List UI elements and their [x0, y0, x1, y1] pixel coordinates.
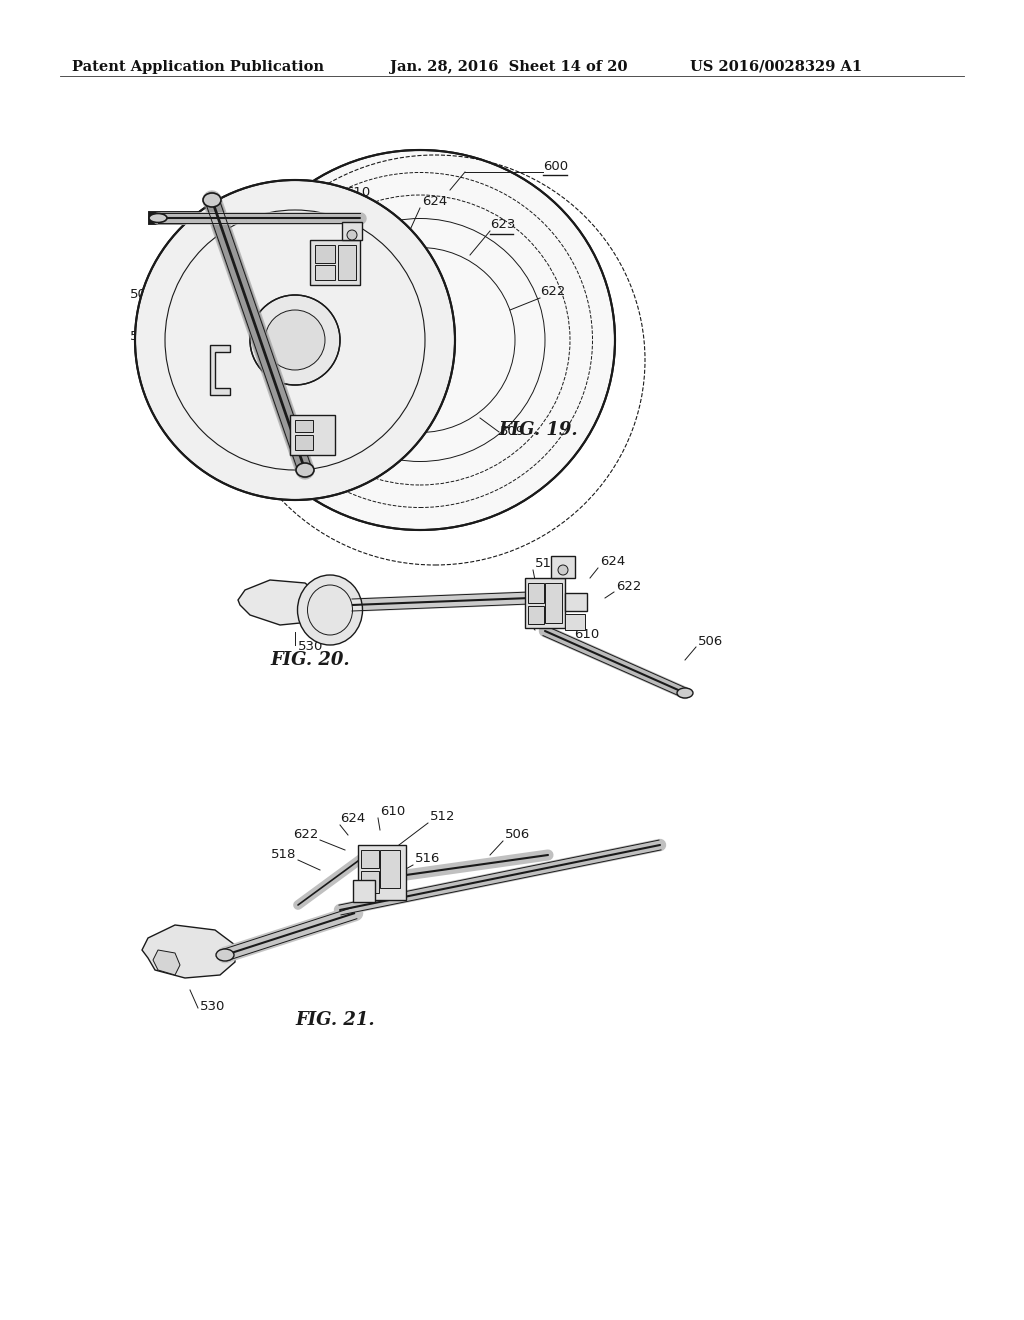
Ellipse shape [203, 193, 221, 207]
Text: 504: 504 [268, 186, 293, 198]
Bar [528, 606, 544, 624]
Text: FIG. 20.: FIG. 20. [270, 651, 349, 669]
Polygon shape [238, 579, 325, 624]
Text: 610: 610 [380, 805, 406, 818]
Text: 508: 508 [130, 330, 155, 343]
Circle shape [265, 310, 325, 370]
Text: 512: 512 [430, 810, 456, 822]
Text: FIG. 21.: FIG. 21. [295, 1011, 375, 1030]
Ellipse shape [225, 150, 615, 531]
Bar [295, 420, 313, 432]
Text: 624: 624 [600, 554, 626, 568]
Text: 600: 600 [543, 160, 568, 173]
Text: 622: 622 [540, 285, 565, 298]
Text: 512: 512 [535, 557, 560, 570]
Bar [525, 578, 565, 628]
Text: 518: 518 [270, 847, 296, 861]
Ellipse shape [150, 214, 167, 223]
Text: 520: 520 [373, 873, 398, 884]
Ellipse shape [296, 463, 314, 477]
Text: 506: 506 [130, 288, 155, 301]
Text: US 2016/0028329 A1: US 2016/0028329 A1 [690, 59, 862, 74]
Bar [295, 436, 313, 450]
Polygon shape [153, 950, 180, 975]
Ellipse shape [298, 576, 362, 645]
Bar [528, 583, 544, 603]
Polygon shape [210, 345, 230, 395]
Text: FIG. 19.: FIG. 19. [498, 421, 578, 440]
Bar [342, 222, 362, 240]
Text: Jan. 28, 2016  Sheet 14 of 20: Jan. 28, 2016 Sheet 14 of 20 [390, 59, 628, 74]
Text: 509: 509 [500, 425, 525, 438]
Text: 506: 506 [505, 828, 530, 841]
Circle shape [135, 180, 455, 500]
Bar [565, 614, 585, 630]
Circle shape [250, 294, 340, 385]
Ellipse shape [677, 688, 693, 698]
Polygon shape [142, 925, 234, 978]
Circle shape [558, 565, 568, 576]
Ellipse shape [216, 949, 234, 961]
Text: 622: 622 [616, 579, 641, 593]
Text: 530: 530 [200, 1001, 225, 1012]
Text: 516: 516 [415, 851, 440, 865]
Text: 623: 623 [490, 218, 515, 231]
Text: Patent Application Publication: Patent Application Publication [72, 59, 324, 74]
Bar [361, 871, 379, 894]
Text: 516: 516 [530, 610, 555, 623]
Text: 624: 624 [340, 812, 366, 825]
Bar [565, 593, 587, 611]
Text: 624: 624 [422, 195, 447, 209]
Bar [551, 556, 575, 578]
Bar [338, 246, 356, 280]
Bar [380, 850, 400, 888]
Bar [315, 246, 335, 263]
Bar [310, 240, 360, 285]
Text: 504: 504 [234, 465, 260, 478]
Bar [361, 850, 379, 869]
Text: 506: 506 [698, 635, 723, 648]
Text: 610: 610 [574, 628, 599, 642]
Bar [315, 265, 335, 280]
Bar [358, 845, 406, 900]
Text: 622: 622 [293, 828, 318, 841]
Bar [353, 880, 375, 902]
Bar [290, 414, 335, 455]
Text: 610: 610 [345, 186, 371, 198]
Bar [545, 583, 562, 623]
Text: 530: 530 [298, 640, 324, 653]
Circle shape [347, 230, 357, 240]
